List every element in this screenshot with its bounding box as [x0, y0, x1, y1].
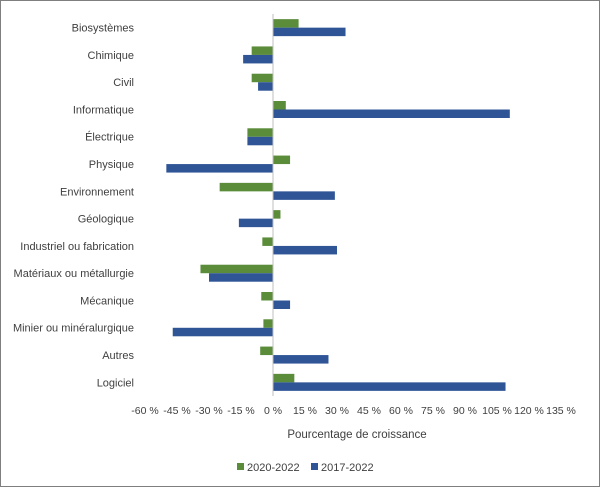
category-label: Physique [89, 159, 134, 171]
x-tick-label: 0 % [264, 405, 282, 417]
bar-series-2017-2022-4 [247, 136, 273, 146]
category-label: Civil [113, 77, 134, 89]
category-label: Autres [102, 350, 134, 362]
bar-series-2020-2022-13 [273, 373, 295, 383]
bar-series-2017-2022-2 [258, 82, 273, 91]
category-label: Environnement [60, 186, 134, 198]
bar-series-2020-2022-4 [247, 128, 273, 137]
category-label: Géologique [78, 214, 134, 226]
x-tick-label: 105 % [482, 405, 512, 417]
bar-series-2020-2022-6 [219, 182, 273, 192]
legend: 2020-2022 2017-2022 [237, 462, 374, 474]
x-tick-label: 135 % [546, 405, 576, 417]
bar-series-2017-2022-1 [243, 54, 273, 64]
legend-swatch-2020-2022 [237, 463, 244, 470]
x-tick-label: 15 % [293, 405, 317, 417]
x-tick-labels: -60 % -45 % -30 % -15 % 0 % 15 % 30 % 45 % 60 % 7… [131, 405, 576, 417]
x-tick-label: -45 % [163, 405, 190, 417]
legend-label-2017-2022: 2017-2022 [321, 462, 374, 474]
bar-series-2020-2022-3 [273, 101, 286, 110]
category-label: Mécanique [80, 295, 134, 307]
x-tick-label: -15 % [227, 405, 254, 417]
category-label: Informatique [73, 104, 134, 116]
category-label: Électrique [85, 131, 134, 144]
bar-series-2017-2022-12 [273, 355, 329, 364]
bar-series-2017-2022-5 [166, 164, 273, 173]
category-label: Logiciel [97, 377, 134, 389]
bar-series-2020-2022-9 [200, 264, 273, 274]
bar-series-2017-2022-3 [273, 109, 510, 118]
legend-swatch-2017-2022 [311, 463, 318, 470]
bar-series-2020-2022-10 [261, 292, 273, 301]
x-tick-label: -60 % [131, 405, 158, 417]
bar-series-2017-2022-7 [238, 218, 273, 228]
category-label: Minier ou minéralurgique [13, 323, 134, 335]
bar-series-2020-2022-1 [251, 46, 273, 55]
x-tick-label: 30 % [325, 405, 349, 417]
bar-series-2017-2022-0 [273, 27, 346, 37]
category-label: Matériaux ou métallurgie [14, 268, 134, 280]
bar-series-2020-2022-2 [251, 73, 273, 83]
bar-series-2017-2022-10 [273, 300, 291, 309]
x-tick-label: 45 % [357, 405, 381, 417]
bar-series-2017-2022-8 [273, 245, 337, 255]
x-tick-label: 60 % [389, 405, 413, 417]
bar-series-2020-2022-7 [273, 210, 281, 219]
bar-series-2020-2022-8 [262, 237, 273, 246]
x-tick-label: 90 % [453, 405, 477, 417]
x-tick-label: 120 % [514, 405, 544, 417]
bar-series-2017-2022-13 [273, 382, 506, 391]
bar-series-2020-2022-0 [273, 19, 299, 28]
bar-series-2020-2022-11 [263, 319, 273, 328]
x-tick-label: -30 % [195, 405, 222, 417]
category-labels: Biosystèmes Chimique Civil Informatique Élec… [13, 23, 135, 390]
category-label: Industriel ou fabrication [20, 241, 134, 253]
category-label: Chimique [88, 50, 134, 62]
bar-series-2017-2022-6 [273, 191, 335, 200]
x-axis-title: Pourcentage de croissance [287, 429, 426, 441]
bar-series-2017-2022-9 [209, 273, 273, 282]
bar-series-2020-2022-12 [260, 346, 273, 356]
bar-series-2017-2022-11 [172, 327, 273, 337]
bar-series-2020-2022-5 [273, 155, 291, 165]
bars-layer [166, 19, 510, 391]
legend-label-2020-2022: 2020-2022 [247, 462, 300, 474]
category-label: Biosystèmes [72, 23, 135, 35]
x-tick-label: 75 % [421, 405, 445, 417]
